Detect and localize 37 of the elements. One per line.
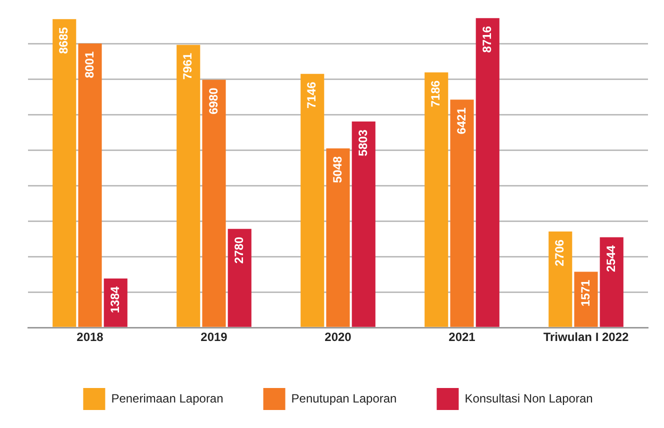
data-label: 7186 <box>428 80 443 108</box>
bar <box>476 18 500 327</box>
data-label: 2780 <box>232 236 246 264</box>
data-label: 7146 <box>304 82 319 109</box>
legend-label: Penerimaan Laporan <box>111 391 224 406</box>
bar <box>228 228 252 327</box>
data-label: 5048 <box>330 156 344 184</box>
bar <box>600 237 624 327</box>
bar <box>450 100 474 327</box>
x-tick-label: 2019 <box>200 330 228 344</box>
data-label: 6421 <box>454 107 468 134</box>
bar <box>548 232 572 327</box>
data-label: 8716 <box>480 26 494 53</box>
bar <box>326 148 350 327</box>
legend-label: Konsultasi Non Laporan <box>464 391 593 406</box>
data-label: 8685 <box>56 26 71 54</box>
data-label: 6980 <box>206 87 220 114</box>
data-label: 8001 <box>82 51 96 78</box>
bar <box>574 272 598 327</box>
x-tick-label: 2020 <box>324 330 352 344</box>
data-label: 1571 <box>578 279 592 307</box>
bar <box>202 80 226 327</box>
data-label: 5803 <box>356 129 370 156</box>
bar <box>176 44 200 327</box>
data-label: 7961 <box>180 52 195 80</box>
x-tick-label: 2018 <box>76 330 104 344</box>
data-label: 2544 <box>604 244 618 272</box>
bar <box>424 72 448 327</box>
data-label: 1384 <box>108 286 122 314</box>
data-label: 2706 <box>552 239 567 266</box>
bar <box>78 43 102 327</box>
bar <box>352 122 376 327</box>
x-tick-label: Triwulan I 2022 <box>543 330 630 344</box>
bar <box>52 19 76 327</box>
x-tick-label: 2021 <box>448 330 476 344</box>
bar <box>300 74 324 327</box>
legend-label: Penutupan Laporan <box>291 391 397 406</box>
